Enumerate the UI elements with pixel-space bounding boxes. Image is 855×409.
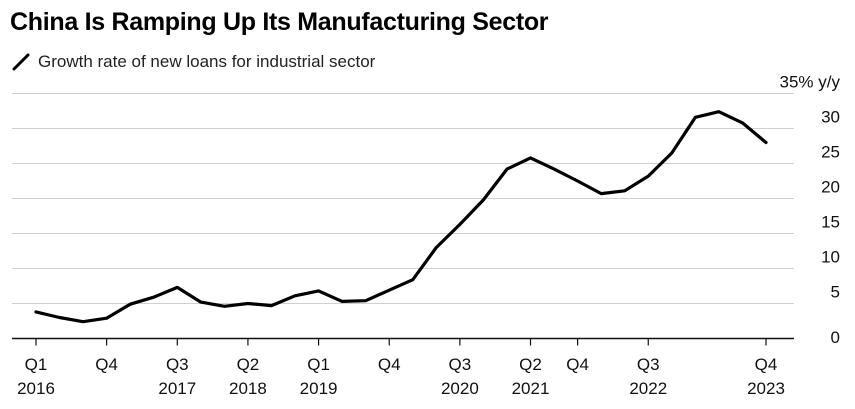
y-tick-label-20: 20 xyxy=(821,178,840,197)
x-tick-label-quarter: Q4 xyxy=(95,355,118,374)
y-tick-label-25: 25 xyxy=(821,143,840,162)
x-tick-label-quarter: Q2 xyxy=(519,355,542,374)
series-line xyxy=(34,110,768,324)
legend: Growth rate of new loans for industrial … xyxy=(12,51,375,73)
x-tick-label-quarter: Q1 xyxy=(307,355,330,374)
gridlines xyxy=(12,93,794,340)
y-tick-label-35: 35% y/y xyxy=(780,73,841,92)
x-tick-label-year: 2021 xyxy=(512,379,550,398)
x-axis: Q1 2016 Q4 Q3 2017 Q2 2018 Q1 2019 Q4 Q3 2020 Q2 2021… xyxy=(17,338,785,398)
chart-title: China Is Ramping Up Its Manufacturing Se… xyxy=(10,8,549,36)
x-tick-label-quarter: Q4 xyxy=(755,355,778,374)
x-tick-label-year: 2020 xyxy=(441,379,479,398)
x-tick-label-year: 2022 xyxy=(629,379,667,398)
y-tick-label-5: 5 xyxy=(831,283,840,302)
plot-area xyxy=(34,110,768,324)
x-tick-label-quarter: Q3 xyxy=(166,355,189,374)
x-tick-label-year: 2016 xyxy=(17,379,55,398)
x-tick-label-quarter: Q1 xyxy=(25,355,48,374)
legend-label: Growth rate of new loans for industrial … xyxy=(38,52,376,71)
x-tick-label-quarter: Q4 xyxy=(566,355,589,374)
x-tick-label-quarter: Q3 xyxy=(637,355,660,374)
x-tick-label-year: 2023 xyxy=(747,379,785,398)
x-tick-label-quarter: Q2 xyxy=(237,355,260,374)
x-tick-label-year: 2019 xyxy=(300,379,338,398)
y-tick-label-30: 30 xyxy=(821,108,840,127)
x-tick-label-year: 2017 xyxy=(158,379,196,398)
y-tick-label-10: 10 xyxy=(821,248,840,267)
y-tick-label-15: 15 xyxy=(821,213,840,232)
legend-line-swatch xyxy=(12,53,30,71)
x-tick-label-quarter: Q4 xyxy=(378,355,401,374)
y-tick-label-0: 0 xyxy=(831,328,840,347)
x-tick-label-year: 2018 xyxy=(229,379,267,398)
x-tick-label-quarter: Q3 xyxy=(449,355,472,374)
y-axis: 0 5 10 15 20 25 30 35% y/y xyxy=(780,73,841,347)
